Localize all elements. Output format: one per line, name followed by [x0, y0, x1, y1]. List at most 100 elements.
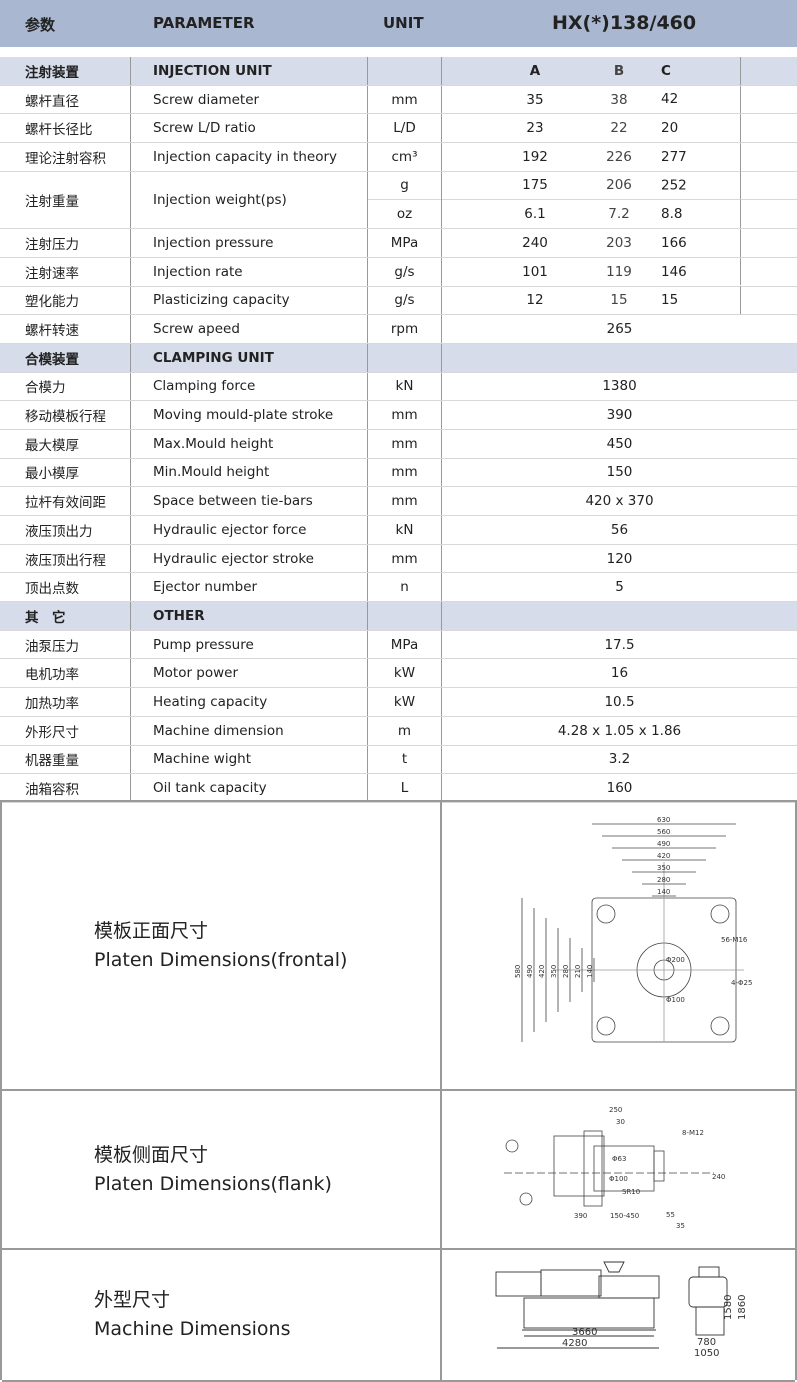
param-cn: 最小模厚 — [0, 458, 131, 487]
param-cn: 注射压力 — [0, 229, 131, 257]
dim-d63: Φ63 — [612, 1155, 626, 1163]
param-en: Max.Mould height — [131, 429, 368, 458]
param-en: Injection weight(ps) — [131, 171, 368, 229]
param-en: Plasticizing capacity — [131, 286, 368, 315]
param-cn: 注射重量 — [0, 171, 131, 229]
value-c: 166 — [661, 229, 741, 257]
value-c: 15 — [661, 286, 741, 315]
note-d25: 4-Φ25 — [731, 979, 752, 987]
value-c: 20 — [661, 114, 741, 143]
dim-55: 55 — [666, 1211, 675, 1219]
h-dim-label: 630 — [657, 816, 670, 824]
machine-title-en: Machine Dimensions — [94, 1318, 291, 1340]
note-d100: Φ100 — [666, 996, 685, 1004]
v-dim-label: 420 — [538, 965, 546, 978]
value-a: 175 — [522, 177, 548, 194]
v-dim-label: 580 — [514, 965, 522, 978]
header-parameter: PARAMETER — [153, 14, 255, 32]
value-b: 38 — [610, 91, 628, 108]
table-row: 加热功率 Heating capacity kW 10.5 — [0, 688, 797, 717]
param-en: Injection capacity in theory — [131, 143, 368, 171]
flank-drawing: 250 30 8-M12 240 Φ63 Φ100 SR10 390 150-4… — [504, 1106, 725, 1230]
h-dim-label: 490 — [657, 840, 670, 848]
table-row: 塑化能力 Plasticizing capacity g/s 12 15 15 — [0, 286, 797, 316]
v-dim-label: 210 — [574, 965, 582, 978]
machine-title-cn: 外型尺寸 — [94, 1289, 171, 1311]
table-row: 油泵压力 Pump pressure MPa 17.5 — [0, 630, 797, 660]
param-cn: 拉杆有效间距 — [0, 487, 131, 516]
value-b: 7.2 — [608, 206, 630, 223]
v-dim-label: 490 — [526, 965, 534, 978]
unit: mm — [368, 487, 442, 516]
param-cn: 移动模板行程 — [0, 401, 131, 429]
value-b: 226 — [606, 148, 632, 165]
unit: kW — [368, 688, 442, 716]
table-row: 液压顶出力 Hydraulic ejector force kN 56 — [0, 516, 797, 545]
value-b: 119 — [606, 263, 632, 280]
v-dim-label: 350 — [550, 965, 558, 978]
unit: kN — [368, 372, 442, 401]
dim-1050: 1050 — [694, 1348, 719, 1359]
unit: mm — [368, 458, 442, 487]
unit: mm — [368, 85, 442, 114]
param-en: Hydraulic ejector stroke — [131, 544, 368, 573]
dim-250: 250 — [609, 1106, 622, 1114]
table-row: 油箱容积 Oil tank capacity L 160 — [0, 774, 797, 803]
value-c: 146 — [661, 257, 741, 286]
unit: MPa — [368, 630, 442, 659]
param-en: Injection pressure — [131, 229, 368, 257]
h-dim-label: 280 — [657, 876, 670, 884]
dim-3660: 3660 — [572, 1327, 597, 1338]
unit: L — [368, 774, 442, 802]
param-en: Hydraulic ejector force — [131, 516, 368, 544]
value: 265 — [606, 321, 633, 338]
frontal-title-cn: 模板正面尺寸 — [94, 919, 209, 942]
value: 3.2 — [608, 751, 631, 768]
note-m16: 56-M16 — [721, 936, 748, 944]
table-row: 拉杆有效间距 Space between tie-bars mm 420 x 370 — [0, 487, 797, 517]
h-dim-label: 140 — [657, 888, 670, 896]
spec-table: 注射装置 INJECTION UNIT A B C 螺杆直径 Screw diameter m… — [0, 57, 797, 803]
table-row: 注射速率 Injection rate g/s 101 119 146 — [0, 257, 797, 287]
param-en: Machine wight — [131, 745, 368, 774]
value-b: B — [613, 62, 625, 79]
unit: t — [368, 745, 442, 774]
section-row: 合模装置 CLAMPING UNIT — [0, 343, 797, 373]
frontal-title-en: Platen Dimensions(frontal) — [94, 948, 348, 971]
table-row: 顶出点数 Ejector number n 5 — [0, 573, 797, 603]
unit: rpm — [368, 315, 442, 343]
dim-35: 35 — [676, 1222, 685, 1230]
dim-30: 30 — [616, 1118, 625, 1126]
dim-8m12: 8-M12 — [682, 1129, 704, 1137]
unit: n — [368, 573, 442, 602]
value-a: 240 — [522, 234, 548, 251]
machine-drawing: 3660 4280 1580 1860 780 1050 — [495, 1261, 748, 1359]
value-c: 42 — [661, 85, 741, 114]
value: 390 — [606, 407, 633, 424]
param-cn: 其 它 — [0, 602, 131, 630]
param-cn: 油箱容积 — [0, 774, 131, 802]
param-en: Motor power — [131, 659, 368, 688]
unit: L/D — [368, 114, 442, 143]
dim-780: 780 — [697, 1337, 716, 1348]
param-cn: 塑化能力 — [0, 286, 131, 315]
unit: kW — [368, 659, 442, 688]
param-en: Screw apeed — [131, 315, 368, 343]
table-row: 液压顶出行程 Hydraulic ejector stroke mm 120 — [0, 544, 797, 574]
frontal-panel: 模板正面尺寸 Platen Dimensions(frontal) 630 560 4… — [2, 802, 795, 1091]
dim-1580: 1580 — [723, 1295, 734, 1320]
value-a: A — [529, 62, 541, 79]
note-d200: Φ200 — [666, 956, 685, 964]
value-a: 101 — [522, 263, 548, 280]
value-c: C — [661, 57, 741, 85]
param-en: Ejector number — [131, 573, 368, 602]
unit: g/s — [368, 257, 442, 286]
param-en: CLAMPING UNIT — [131, 343, 368, 372]
param-cn: 合模力 — [0, 372, 131, 401]
value-a: 6.1 — [524, 206, 546, 223]
table-row: 理论注射容积 Injection capacity in theory cm³ 192… — [0, 143, 797, 172]
param-en: Screw diameter — [131, 85, 368, 114]
param-cn: 合模装置 — [0, 343, 131, 372]
table-row: 最小模厚 Min.Mould height mm 150 — [0, 458, 797, 488]
header-model: HX(*)138/460 — [552, 12, 697, 34]
